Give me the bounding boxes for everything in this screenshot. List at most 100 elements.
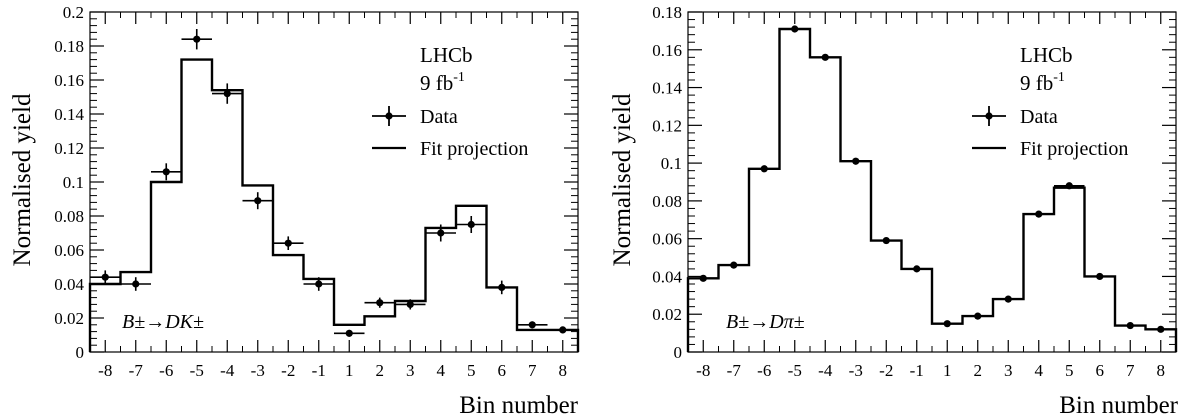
y-axis-title: Normalised yield <box>609 93 636 266</box>
x-axis-label: Bin number <box>459 392 578 419</box>
chart-panel-left: Normalised yield Bin number LHCb 9 fb-1 … <box>9 3 580 419</box>
data-point <box>162 168 170 176</box>
data-point <box>730 261 738 269</box>
data-point <box>1065 182 1073 190</box>
y-tick-label: 0.1 <box>661 154 682 173</box>
x-tick-label: 6 <box>1096 361 1105 380</box>
x-tick-label: 8 <box>1157 361 1166 380</box>
x-tick-label: -2 <box>879 361 893 380</box>
y-tick-label: 0.16 <box>54 71 84 90</box>
chart-panel-right: Normalised yield Bin number LHCb 9 fb-1 … <box>609 3 1179 419</box>
data-point <box>1096 272 1104 281</box>
x-tick-label: -3 <box>251 361 265 380</box>
decay-label: B±→Dπ± <box>726 311 805 333</box>
legend-data-marker <box>985 112 993 120</box>
data-point <box>345 329 353 337</box>
data-point <box>254 197 262 205</box>
y-tick-label: 0.12 <box>652 116 682 135</box>
y-axis-title: Normalised yield <box>9 93 36 266</box>
data-point <box>1157 325 1165 333</box>
fit-projection-line <box>88 58 580 352</box>
luminosity-label: 9 fb-1 <box>1020 70 1065 95</box>
legend: Data Fit projection <box>972 106 1128 160</box>
y-tick-label: 0 <box>76 343 85 362</box>
data-point <box>699 274 707 282</box>
luminosity-value: 9 fb <box>420 71 453 95</box>
data-point <box>467 220 475 229</box>
x-tick-label: 1 <box>943 361 952 380</box>
data-point <box>913 265 921 273</box>
data-point <box>1035 210 1043 218</box>
y-tick-label: 0.18 <box>652 3 682 22</box>
y-axis-label: Normalised yield <box>9 93 36 266</box>
x-axis-label: Bin number <box>1059 392 1178 419</box>
y-tick-label: 0 <box>674 343 683 362</box>
x-tick-label: -7 <box>129 361 144 380</box>
x-tick-label: 4 <box>437 361 446 380</box>
x-tick-label: 4 <box>1035 361 1044 380</box>
data-point <box>760 165 768 173</box>
fit-projection-line <box>686 27 1178 352</box>
x-tick-label: -4 <box>818 361 833 380</box>
luminosity-exponent: -1 <box>1053 70 1065 85</box>
legend-data-label: Data <box>420 106 458 128</box>
x-tick-label: -3 <box>849 361 863 380</box>
x-tick-label: -8 <box>696 361 710 380</box>
data-point <box>132 280 140 288</box>
y-tick-label: 0.14 <box>652 79 682 98</box>
luminosity-value: 9 fb <box>1020 71 1053 95</box>
y-tick-label: 0.16 <box>652 41 682 60</box>
data-point <box>315 280 323 288</box>
y-tick-label: 0.02 <box>652 305 682 324</box>
x-tick-label: -5 <box>190 361 204 380</box>
legend-data-label: Data <box>1020 106 1058 128</box>
data-point <box>406 300 414 308</box>
y-tick-label: 0.06 <box>54 241 84 260</box>
x-tick-label: -5 <box>788 361 802 380</box>
data-point <box>943 320 951 328</box>
data-point <box>821 53 829 61</box>
x-tick-label: -6 <box>757 361 771 380</box>
data-point <box>101 273 109 281</box>
x-tick-label: 7 <box>1126 361 1135 380</box>
y-tick-label: 0.04 <box>54 275 84 294</box>
x-tick-label: -1 <box>910 361 924 380</box>
data-point <box>852 157 860 165</box>
x-tick-label: 1 <box>345 361 354 380</box>
y-tick-label: 0.06 <box>652 230 682 249</box>
y-tick-label: 0.08 <box>54 207 84 226</box>
y-tick-label: 0.08 <box>652 192 682 211</box>
data-point <box>437 229 445 237</box>
x-tick-label: 2 <box>376 361 385 380</box>
luminosity-exponent: -1 <box>453 70 465 85</box>
x-tick-label: 5 <box>467 361 476 380</box>
luminosity-label: 9 fb-1 <box>420 70 465 95</box>
x-tick-label: 3 <box>1004 361 1013 380</box>
y-tick-label: 0.14 <box>54 105 84 124</box>
data-point <box>974 312 982 320</box>
x-tick-label: -8 <box>98 361 112 380</box>
y-tick-label: 0.04 <box>652 267 682 286</box>
y-tick-label: 0.02 <box>54 309 84 328</box>
data-point <box>528 321 536 329</box>
y-tick-label: 0.2 <box>63 3 84 22</box>
experiment-label: LHCb <box>420 43 473 67</box>
decay-label: B±→DK± <box>122 311 204 333</box>
legend: Data Fit projection <box>372 106 528 160</box>
y-tick-label: 0.18 <box>54 37 84 56</box>
data-point <box>1004 295 1012 303</box>
data-point <box>559 326 567 334</box>
x-tick-label: -4 <box>220 361 235 380</box>
legend-fit-label: Fit projection <box>420 138 528 160</box>
x-tick-label: 8 <box>559 361 568 380</box>
data-point <box>791 25 799 33</box>
data-point <box>1126 321 1134 330</box>
x-tick-label: -2 <box>281 361 295 380</box>
data-point <box>376 299 384 307</box>
legend-fit-label: Fit projection <box>1020 138 1128 160</box>
x-tick-label: 2 <box>974 361 983 380</box>
y-tick-label: 0.12 <box>54 139 84 158</box>
data-point <box>498 283 506 291</box>
x-tick-label: -7 <box>727 361 742 380</box>
